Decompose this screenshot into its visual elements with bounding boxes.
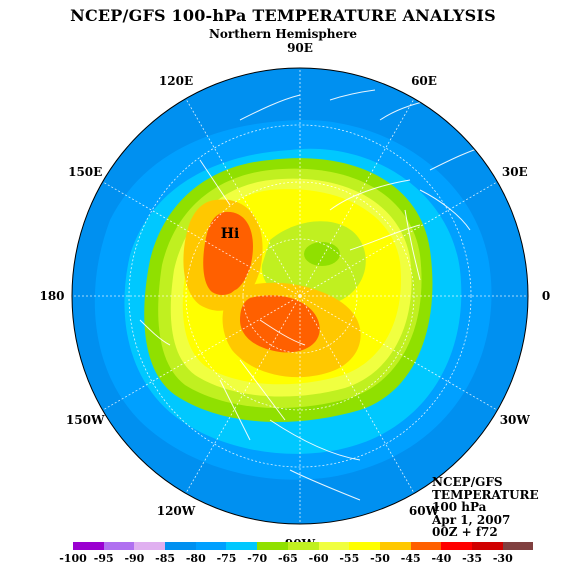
legend-swatch [226,542,258,550]
info-variable: TEMPERATURE [432,487,539,502]
graticule [72,68,528,524]
map-info-block: NCEP/GFS TEMPERATURE 100 hPa Apr 1, 2007… [432,476,539,539]
map-subtitle: Northern Hemisphere [208,27,358,41]
longitude-label: 120W [157,504,196,518]
legend-tick-label: -100 [59,552,87,565]
longitude-label: 60W [409,504,440,518]
longitude-label: 30E [502,165,528,179]
legend-swatch [73,542,104,550]
legend-tick-label: -35 [462,552,483,565]
legend-swatch [471,542,503,550]
high-pressure-marker: Hi [221,226,240,242]
legend-labels: -100 -95 -90 -85 -80 -75 -70 -65 -60 -55 -50 -45 -40… [0,552,566,566]
map-boundary [71,67,529,525]
legend-tick-label: -50 [370,552,390,565]
map-title: NCEP/GFS 100-hPa TEMPERATURE ANALYSIS [70,6,496,25]
legend-tick-label: -45 [400,552,421,565]
legend-swatch [441,542,472,550]
longitude-label: 120E [159,74,193,88]
legend-tick-label: -95 [93,552,114,565]
legend-swatch [165,542,196,550]
info-date: Apr 1, 2007 [432,512,511,527]
longitude-label: 30W [500,413,531,427]
legend-swatch [349,542,380,550]
legend-swatch [502,542,534,550]
legend-tick-label: -30 [492,552,513,565]
legend-tick-label: -55 [339,552,360,565]
longitude-label: 150W [66,413,105,427]
legend-swatch [379,542,411,550]
legend-swatch [287,542,319,550]
legend-tick-label: -65 [277,552,298,565]
longitude-label: 90E [287,41,313,55]
temperature-field [72,68,528,524]
info-level: 100 hPa [432,500,487,514]
legend-swatch [134,542,166,550]
legend-tick-label: -90 [124,552,145,565]
legend-swatch [410,542,442,550]
legend-tick-label: -60 [308,552,329,565]
legend-swatch [318,542,350,550]
legend-swatch [103,542,135,550]
longitude-label: 60E [411,74,437,88]
legend-swatch [257,542,288,550]
longitude-label: 180 [39,289,64,303]
legend-tick-label: -80 [185,552,206,565]
legend-swatch [195,542,227,550]
info-model: NCEP/GFS [432,475,503,489]
legend-tick-label: -85 [155,552,176,565]
longitude-label: 0 [542,289,550,303]
hot-lobe-dateline [203,211,253,295]
longitude-label: 150E [68,165,102,179]
legend-tick-label: -75 [216,552,237,565]
info-forecast: 00Z + f72 [432,525,498,539]
green-center-core [304,242,340,266]
legend-tick-label: -70 [247,552,268,565]
color-legend [73,542,534,550]
legend-tick-label: -40 [431,552,452,565]
